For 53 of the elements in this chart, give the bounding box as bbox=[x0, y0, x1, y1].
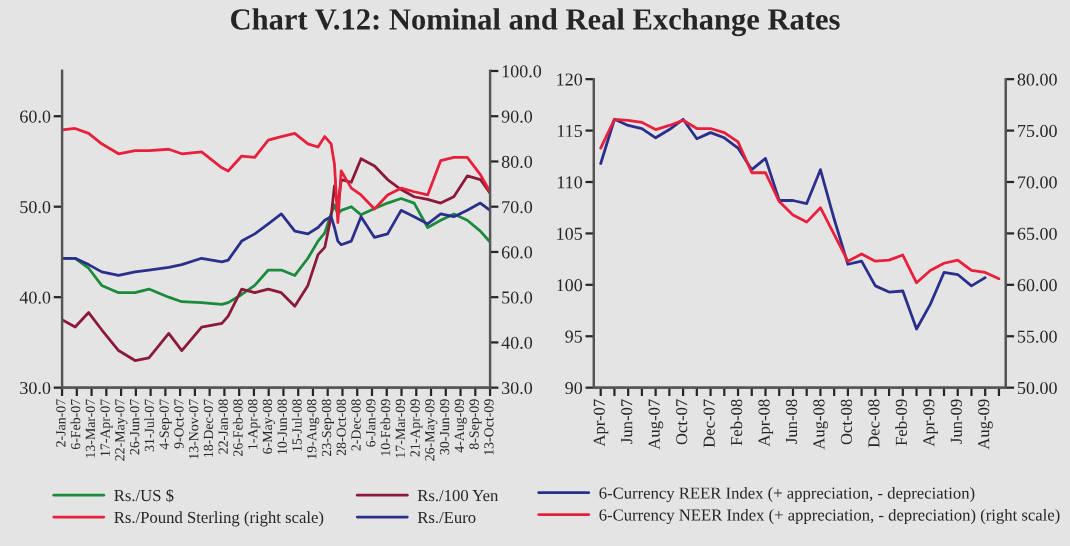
x-tick-label: Aug-08 bbox=[813, 399, 828, 450]
x-tick-label: Apr-09 bbox=[923, 399, 938, 447]
y2-tick-label: 70.00 bbox=[1018, 176, 1057, 189]
chart-title: Chart V.12: Nominal and Real Exchange Rates bbox=[231, 8, 840, 37]
y-tick-label: 40.0 bbox=[19, 291, 51, 304]
y-tick-label: 100 bbox=[557, 279, 583, 292]
legend-label: Rs./Euro bbox=[417, 511, 476, 524]
y2-tick-label: 30.0 bbox=[502, 381, 533, 395]
x-tick-label: Dec-08 bbox=[868, 399, 880, 448]
y-tick-label: 115 bbox=[557, 124, 583, 138]
y-tick-label: 105 bbox=[557, 227, 583, 240]
x-tick-label: Aug-07 bbox=[648, 399, 664, 450]
legend-label: Rs./US $ bbox=[114, 488, 174, 503]
y-tick-label: 50.0 bbox=[20, 200, 51, 214]
y2-tick-label: 50.00 bbox=[1017, 381, 1057, 395]
x-tick-label: Apr-07 bbox=[593, 399, 609, 447]
x-tick-label: Aug-09 bbox=[978, 399, 993, 450]
y-tick-label: 95 bbox=[565, 330, 583, 343]
x-tick-label: Oct-07 bbox=[676, 399, 688, 445]
legend-label: 6-Currency REER Index (+ appreciation, - depreciation) bbox=[599, 486, 975, 503]
line-series bbox=[62, 127, 491, 224]
y2-tick-label: 70.0 bbox=[502, 200, 533, 214]
y2-tick-label: 75.00 bbox=[1018, 124, 1057, 138]
line-series bbox=[62, 157, 491, 362]
y2-tick-label: 80.00 bbox=[1017, 73, 1057, 86]
legend-label: 6-Currency NEER Index (+ appreciation, - depreciation) (right scale) bbox=[599, 508, 1060, 525]
x-tick-label: Feb-09 bbox=[895, 399, 907, 446]
x-tick-label: Feb-08 bbox=[730, 399, 743, 446]
y2-tick-label: 90.0 bbox=[501, 110, 533, 123]
x-tick-label: Dec-07 bbox=[703, 399, 715, 448]
y-tick-label: 90 bbox=[565, 381, 583, 395]
x-tick-label: Jun-09 bbox=[950, 399, 962, 444]
y2-tick-label: 60.00 bbox=[1017, 279, 1057, 292]
y2-tick-label: 80.0 bbox=[501, 155, 533, 168]
y2-tick-label: 40.0 bbox=[501, 336, 533, 349]
line-series bbox=[62, 201, 491, 277]
x-tick-label: Jun-07 bbox=[621, 399, 633, 444]
y-tick-label: 60.0 bbox=[20, 110, 51, 123]
y-tick-label: 120 bbox=[557, 73, 583, 86]
legend-label: Rs./100 Yen bbox=[417, 489, 499, 502]
y2-tick-label: 100.0 bbox=[502, 65, 542, 78]
y-tick-label: 30.0 bbox=[20, 381, 51, 395]
x-tick-label: Apr-08 bbox=[758, 399, 774, 447]
line-series bbox=[599, 117, 987, 331]
line-series bbox=[599, 117, 1001, 285]
y2-tick-label: 55.00 bbox=[1017, 330, 1057, 343]
y-tick-label: 110 bbox=[557, 176, 583, 189]
y2-tick-label: 50.0 bbox=[502, 291, 533, 304]
x-tick-label: Oct-08 bbox=[840, 399, 853, 445]
x-tick-label: Jun-08 bbox=[785, 399, 798, 444]
legend-label: Rs./Pound Sterling (right scale) bbox=[114, 511, 324, 527]
y2-tick-label: 60.0 bbox=[501, 246, 533, 259]
y2-tick-label: 65.00 bbox=[1017, 227, 1057, 240]
